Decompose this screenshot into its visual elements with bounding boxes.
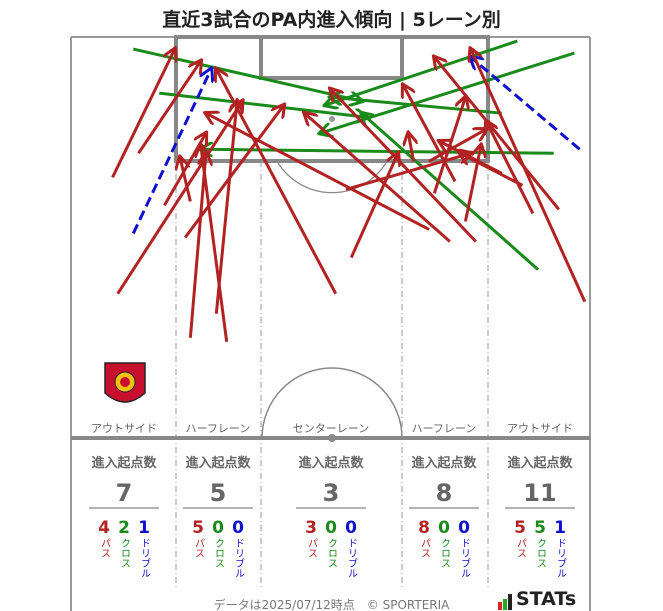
lane-label: センターレーン [293, 422, 369, 435]
pass-label: パス [99, 538, 111, 558]
lane-stat-heading: 進入起点数 [91, 455, 157, 471]
dribble-arrow [131, 69, 211, 235]
cross-arrow [325, 39, 518, 105]
stats-bars-icon [498, 594, 512, 610]
cross-count: 2 [118, 518, 130, 538]
dribble-label: ドリブル [233, 538, 245, 578]
pass-arrow [408, 133, 413, 162]
pass-arrow [428, 129, 486, 163]
pitch-lines [70, 35, 591, 611]
lane-stat-heading: 進入起点数 [411, 455, 477, 471]
brand-text: STATs [516, 588, 577, 610]
cross-count: 5 [534, 518, 546, 538]
pass-arrow [183, 105, 284, 239]
lane-total: 7 [116, 479, 133, 507]
cross-label: クロス [326, 538, 337, 568]
cross-label: クロス [119, 538, 130, 568]
dribble-count: 1 [554, 518, 566, 538]
pass-arrow [403, 85, 457, 183]
pass-arrow [486, 121, 535, 215]
cross-arrow [362, 113, 540, 271]
lane-stat-heading: 進入起点数 [298, 455, 364, 471]
dribble-count: 0 [232, 518, 244, 538]
pass-count: 5 [514, 518, 526, 538]
pass-count: 3 [305, 518, 317, 538]
pass-label: パス [419, 538, 431, 558]
pass-arrow [349, 153, 398, 259]
cross-count: 0 [325, 518, 337, 538]
lane-total: 8 [436, 479, 453, 507]
pass-arrow [345, 153, 471, 191]
cross-label: クロス [439, 538, 450, 568]
dribble-label: ドリブル [139, 538, 151, 578]
pass-arrow [305, 113, 451, 243]
lane-label: アウトサイド [507, 422, 573, 435]
pass-arrow [116, 101, 243, 295]
pass-arrow [460, 153, 524, 187]
lane-stat-heading: 進入起点数 [507, 455, 573, 471]
pass-arrow [180, 157, 192, 202]
lane-label: アウトサイド [91, 422, 157, 435]
dribble-count: 0 [345, 518, 357, 538]
cross-arrow [159, 91, 367, 117]
pass-arrow [111, 49, 175, 179]
pass-label: パス [193, 538, 205, 558]
pass-label: パス [306, 538, 318, 558]
brand-logo: STATs [498, 588, 576, 610]
pass-count: 8 [418, 518, 430, 538]
pass-arrow [188, 153, 206, 338]
arrow-layer [111, 39, 587, 342]
pass-arrow [201, 145, 229, 342]
lane-label: ハーフレーン [412, 422, 477, 435]
dribble-count: 1 [138, 518, 150, 538]
pass-arrow [331, 89, 477, 243]
pass-arrow [214, 101, 237, 314]
pass-count: 5 [192, 518, 204, 538]
dribble-label: ドリブル [555, 538, 567, 578]
club-logo [104, 362, 146, 403]
cross-arrow [331, 97, 502, 115]
cross-label: クロス [535, 538, 546, 568]
dribble-label: ドリブル [346, 538, 358, 578]
footer-note: データは2025/07/12時点 © SPORTERIA [213, 598, 450, 611]
lane-total: 3 [323, 479, 340, 507]
cross-count: 0 [212, 518, 224, 538]
pass-label: パス [515, 538, 527, 558]
pass-arrow [463, 145, 481, 222]
lane-label: ハーフレーン [186, 422, 251, 435]
lane-stat-heading: 進入起点数 [185, 455, 251, 471]
pass-count: 4 [98, 518, 110, 538]
cross-count: 0 [438, 518, 450, 538]
dribble-label: ドリブル [459, 538, 471, 578]
cross-label: クロス [213, 538, 224, 568]
chart-title: 直近3試合のPA内進入傾向 | 5レーン別 [162, 9, 501, 31]
dribble-count: 0 [458, 518, 470, 538]
pass-arrow [206, 113, 430, 231]
lane-total: 11 [523, 479, 556, 507]
pass-arrow [137, 61, 200, 155]
dribble-arrow [471, 57, 581, 151]
pass-arrow [216, 69, 338, 295]
lane-total: 5 [210, 479, 227, 507]
pass-arrow [471, 49, 587, 303]
lane-stats: アウトサイド進入起点数74パス2クロス1ドリブルハーフレーン進入起点数55パス0… [89, 422, 575, 578]
